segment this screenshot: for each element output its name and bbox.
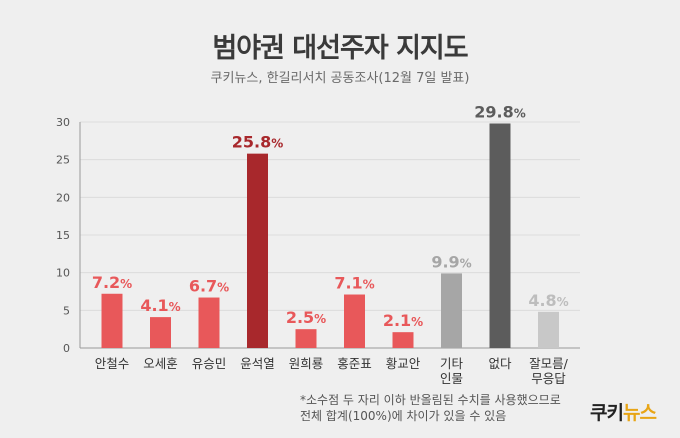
y-tick-label: 20: [56, 191, 70, 204]
value-label: 2.1%: [383, 311, 423, 330]
bar: [344, 294, 365, 348]
bar: [489, 123, 511, 348]
footnote-line-2: 전체 합계(100%)에 차이가 있을 수 있음: [300, 409, 507, 423]
bar: [247, 153, 268, 348]
value-label: 7.2%: [92, 273, 132, 292]
y-tick-label: 15: [56, 229, 70, 242]
y-tick-label: 10: [56, 267, 70, 280]
x-tick-label: 유승민: [192, 356, 227, 371]
bar: [198, 297, 220, 348]
value-label: 4.8%: [528, 291, 568, 310]
bar: [392, 332, 414, 348]
bar: [150, 317, 171, 348]
chart-title: 범야권 대선주자 지지도: [212, 33, 468, 64]
value-label: 25.8%: [232, 133, 284, 152]
x-tick-label: 황교안: [386, 356, 421, 371]
x-tick-label: 인물: [440, 371, 463, 386]
x-tick-label: 홍준표: [337, 356, 372, 371]
logo-part-2: 뉴스: [622, 402, 657, 424]
footnote: *소수점 두 자리 이하 반올림된 수치를 사용했으므로 전체 합계(100%)…: [300, 392, 590, 424]
x-tick-label: 없다: [488, 356, 512, 371]
chart-subtitle: 쿠키뉴스, 한길리서치 공동조사(12월 7일 발표): [210, 71, 470, 86]
x-tick-label: 잘모름/: [529, 356, 569, 371]
x-tick-label: 안철수: [95, 356, 130, 371]
footnote-line-1: *소수점 두 자리 이하 반올림된 수치를 사용했으므로: [300, 393, 561, 407]
x-tick-label: 기타: [440, 356, 464, 371]
value-label: 4.1%: [140, 296, 180, 315]
value-label: 29.8%: [474, 103, 526, 122]
x-tick-label: 무응답: [531, 371, 566, 386]
value-label: 9.9%: [431, 252, 471, 271]
value-label: 7.1%: [334, 274, 374, 293]
x-tick-label: 원희룡: [289, 356, 324, 371]
value-label: 6.7%: [189, 277, 229, 296]
kuki-news-logo: 쿠키뉴스: [590, 398, 657, 425]
x-tick-label: 오세훈: [143, 356, 178, 371]
x-tick-label: 윤석열: [240, 356, 275, 371]
bar: [441, 273, 462, 348]
y-tick-label: 25: [56, 154, 70, 167]
logo-part-1: 쿠키: [590, 402, 624, 424]
y-tick-label: 5: [63, 304, 70, 317]
value-label: 2.5%: [286, 308, 326, 327]
bar: [101, 293, 123, 348]
y-tick-label: 30: [56, 116, 70, 129]
bar: [295, 329, 317, 348]
bar: [538, 311, 559, 348]
y-tick-label: 0: [63, 342, 70, 355]
